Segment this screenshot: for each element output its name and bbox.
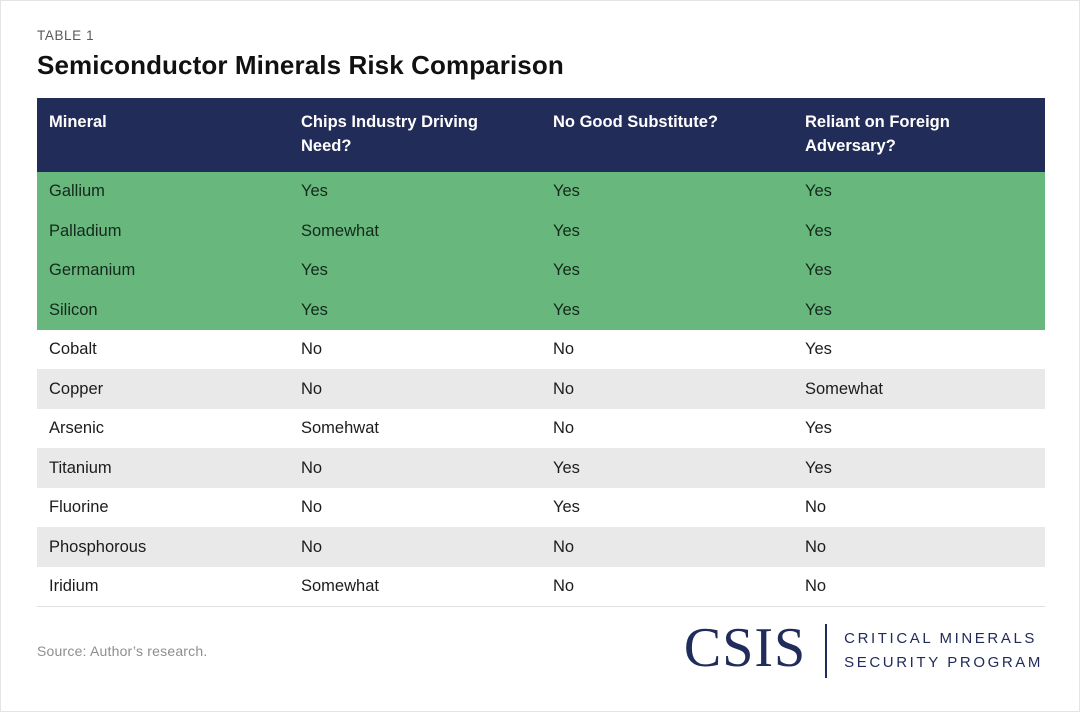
cell-adversary: Yes (793, 250, 1045, 291)
cell-mineral: Palladium (37, 211, 289, 251)
table-row: Gallium Yes Yes Yes (37, 171, 1045, 212)
page-title: Semiconductor Minerals Risk Comparison (37, 50, 564, 80)
cell-adversary: Yes (793, 448, 1045, 488)
cell-chips: Somewhat (289, 211, 541, 251)
cell-chips: Somehwat (289, 408, 541, 449)
cell-substitute: Yes (541, 171, 793, 212)
logo-program-name: CRITICAL MINERALS SECURITY PROGRAM (844, 627, 1043, 675)
cell-substitute: Yes (541, 211, 793, 251)
table-body: Gallium Yes Yes Yes Palladium Somewhat Yes Yes G… (37, 171, 1045, 607)
cell-substitute: Yes (541, 250, 793, 291)
minerals-risk-table: Mineral Chips Industry Driving Need? No … (37, 98, 1045, 607)
cell-adversary: Yes (793, 171, 1045, 212)
cell-substitute: No (541, 329, 793, 370)
cell-mineral: Arsenic (37, 408, 289, 449)
cell-chips: Yes (289, 171, 541, 212)
cell-substitute: Yes (541, 487, 793, 528)
cell-mineral: Copper (37, 369, 289, 409)
csis-logo: CSIS CRITICAL MINERALS SECURITY PROGRAM (684, 620, 1043, 678)
table-row: Silicon Yes Yes Yes (37, 290, 1045, 330)
cell-adversary: Yes (793, 408, 1045, 449)
cell-mineral: Cobalt (37, 329, 289, 370)
logo-divider (825, 624, 828, 678)
logo-program-line1: CRITICAL MINERALS (844, 630, 1037, 647)
cell-chips: No (289, 527, 541, 567)
cell-adversary: No (793, 487, 1045, 528)
table-number-label: TABLE 1 (37, 28, 95, 43)
cell-adversary: Yes (793, 290, 1045, 330)
source-note: Source: Author’s research. (37, 643, 208, 659)
cell-chips: No (289, 448, 541, 488)
table-header-row: Mineral Chips Industry Driving Need? No … (37, 98, 1045, 172)
table-row: Copper No No Somewhat (37, 369, 1045, 409)
cell-substitute: No (541, 369, 793, 409)
column-header-adversary: Reliant on Foreign Adversary? (793, 98, 1045, 172)
cell-mineral: Gallium (37, 171, 289, 212)
cell-mineral: Germanium (37, 250, 289, 291)
column-header-mineral: Mineral (37, 98, 289, 172)
table-row: Iridium Somewhat No No (37, 566, 1045, 607)
column-header-chips: Chips Industry Driving Need? (289, 98, 541, 172)
cell-substitute: No (541, 527, 793, 567)
cell-substitute: Yes (541, 290, 793, 330)
cell-chips: No (289, 487, 541, 528)
cell-substitute: No (541, 408, 793, 449)
table-row: Cobalt No No Yes (37, 329, 1045, 370)
table-row: Titanium No Yes Yes (37, 448, 1045, 488)
cell-mineral: Titanium (37, 448, 289, 488)
cell-chips: No (289, 369, 541, 409)
cell-adversary: No (793, 527, 1045, 567)
footer: Source: Author’s research. CSIS CRITICAL… (37, 613, 1043, 689)
logo-program-line2: SECURITY PROGRAM (844, 654, 1043, 671)
table-row: Fluorine No Yes No (37, 487, 1045, 528)
column-header-substitute: No Good Substitute? (541, 98, 793, 172)
cell-chips: No (289, 329, 541, 370)
cell-mineral: Phosphorous (37, 527, 289, 567)
cell-substitute: No (541, 566, 793, 607)
cell-adversary: Yes (793, 211, 1045, 251)
cell-adversary: Yes (793, 329, 1045, 370)
cell-mineral: Iridium (37, 566, 289, 607)
csis-logo-acronym: CSIS (683, 617, 807, 679)
cell-substitute: Yes (541, 448, 793, 488)
table-row: Germanium Yes Yes Yes (37, 250, 1045, 291)
table-row: Arsenic Somehwat No Yes (37, 408, 1045, 449)
cell-adversary: Somewhat (793, 369, 1045, 409)
cell-chips: Somewhat (289, 566, 541, 607)
cell-mineral: Fluorine (37, 487, 289, 528)
table-row: Phosphorous No No No (37, 527, 1045, 567)
cell-chips: Yes (289, 290, 541, 330)
table-row: Palladium Somewhat Yes Yes (37, 211, 1045, 251)
cell-mineral: Silicon (37, 290, 289, 330)
cell-chips: Yes (289, 250, 541, 291)
cell-adversary: No (793, 566, 1045, 607)
